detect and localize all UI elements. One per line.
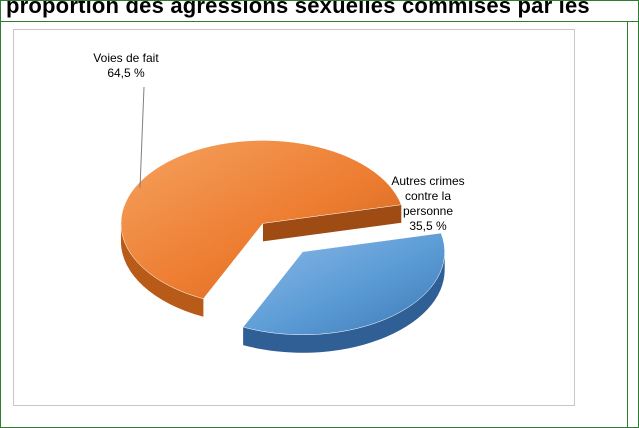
data-label-voies-de-fait: Voies de fait 64,5 % xyxy=(72,51,180,81)
data-label-name: Autres crimes contre la personne xyxy=(391,174,465,218)
data-label-value: 35,5 % xyxy=(409,219,447,233)
frame-divider xyxy=(627,22,628,427)
chart-area: Voies de fait 64,5 % Autres crimes contr… xyxy=(13,29,575,406)
page-title: proportion des agressions sexuelles comm… xyxy=(6,1,590,18)
data-label-autres-crimes: Autres crimes contre la personne 35,5 % xyxy=(380,174,476,234)
pie-slice-wall xyxy=(262,204,402,242)
data-label-name: Voies de fait xyxy=(93,51,159,65)
pie-chart xyxy=(120,86,445,353)
pie-slice-side xyxy=(120,223,204,317)
leader-line-voies-de-fait xyxy=(139,86,145,189)
pie-slice xyxy=(242,232,445,335)
pie-slice-side xyxy=(243,251,445,353)
header-divider xyxy=(1,21,638,22)
pie-slice xyxy=(120,140,402,300)
header-strip: proportion des agressions sexuelles comm… xyxy=(1,1,638,21)
data-label-value: 64,5 % xyxy=(107,66,145,80)
